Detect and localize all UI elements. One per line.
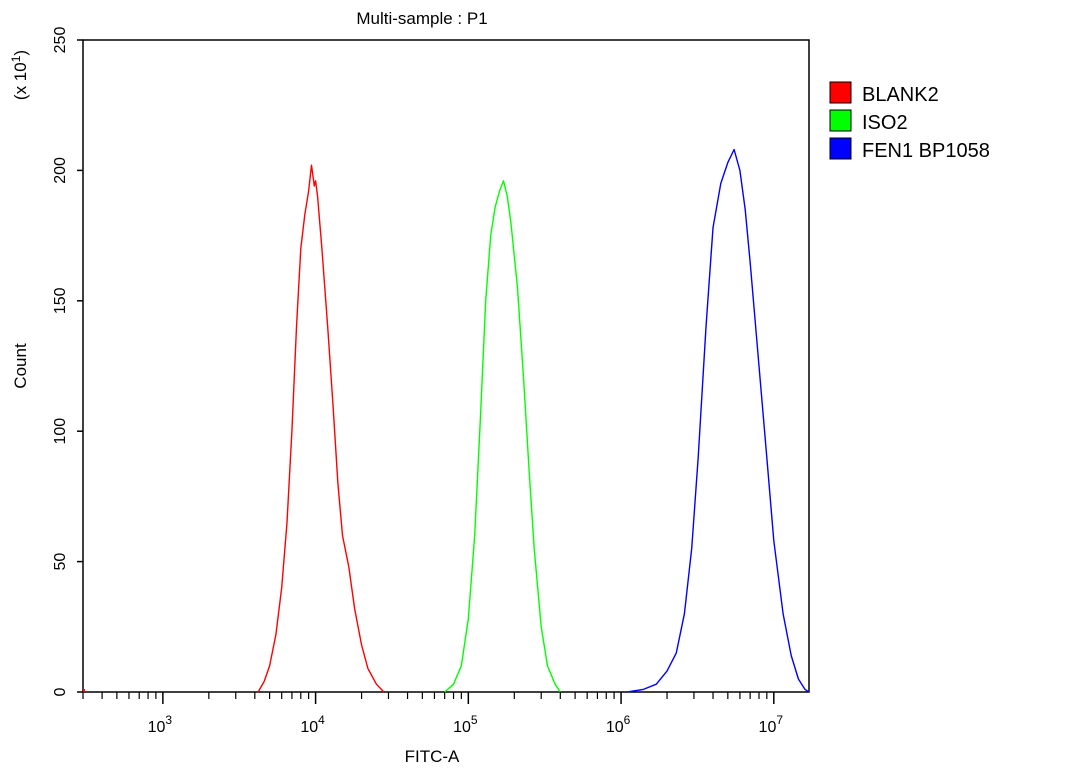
x-tick-label: 105 [453,713,478,736]
series-line-iso2 [444,180,561,693]
y-tick-label: 150 [52,287,69,314]
series-line-fen1-bp1058 [627,148,810,693]
x-axis-label: FITC-A [405,747,460,766]
x-tick-label: 104 [300,713,325,736]
x-tick-label: 103 [148,713,173,736]
legend-label: BLANK2 [862,84,939,106]
y-tick-label: 250 [52,27,69,54]
y-tick-label: 100 [52,418,69,445]
series-line-blank2 [257,164,385,693]
y-axis: 0 50 100 150 200 250 [52,27,83,696]
legend: BLANK2 ISO2 FEN1 BP1058 [829,81,990,162]
y-tick-label: 50 [52,553,69,571]
legend-label: FEN1 BP1058 [862,140,990,162]
y-tick-label: 0 [52,687,69,696]
x-axis: 103 104 105 106 107 [82,692,784,736]
y-axis-multiplier: (x 101) [9,50,30,100]
x-tick-label: 106 [606,713,631,736]
series-layer [83,148,810,693]
legend-swatch [829,109,852,132]
legend-swatch [829,81,852,104]
plot-frame [82,39,810,693]
x-tick-label: 107 [759,713,784,736]
chart-title: Multi-sample : P1 [356,9,487,28]
y-tick-label: 200 [52,157,69,184]
legend-swatch [829,137,852,160]
y-axis-label: Count [11,343,30,389]
origin-mark [83,689,85,692]
legend-label: ISO2 [862,112,908,134]
